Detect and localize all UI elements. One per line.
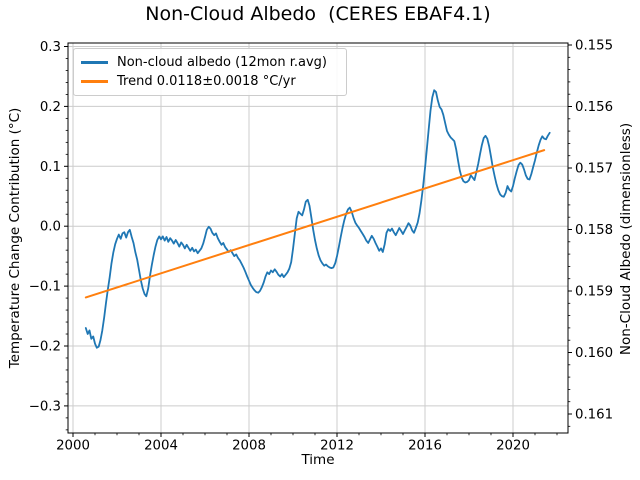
legend-label-albedo: Non-cloud albedo (12mon r.avg) bbox=[117, 55, 327, 70]
x-tick-label-2004: 2004 bbox=[144, 439, 178, 454]
legend-label-trend: Trend 0.0118±0.0018 °C/yr bbox=[117, 74, 296, 89]
trend-line bbox=[84, 149, 546, 299]
y-right-tick-label-0.156: 0.156 bbox=[575, 100, 613, 115]
x-axis-title: Time bbox=[301, 452, 335, 468]
y-left-tick-label--0.3: −0.3 bbox=[29, 399, 61, 414]
y-right-tick-label-0.161: 0.161 bbox=[575, 408, 613, 423]
y-right-tick-label-0.160: 0.160 bbox=[575, 346, 613, 361]
legend: Non-cloud albedo (12mon r.avg) Trend 0.0… bbox=[73, 48, 347, 96]
y-right-tick-label-0.157: 0.157 bbox=[575, 162, 613, 177]
y-axis-title-left: Temperature Change Contribution (°C) bbox=[7, 107, 23, 369]
x-tick-label-2012: 2012 bbox=[320, 439, 354, 454]
plot-frame bbox=[67, 42, 569, 434]
y-left-tick-label-0.1: 0.1 bbox=[40, 160, 61, 175]
albedo-series-line bbox=[84, 89, 551, 349]
legend-item-trend: Trend 0.0118±0.0018 °C/yr bbox=[81, 74, 340, 89]
legend-line-sample-orange bbox=[81, 80, 108, 83]
x-tick-label-2016: 2016 bbox=[408, 439, 442, 454]
y-right-tick-label-0.155: 0.155 bbox=[575, 39, 613, 54]
y-left-tick-label--0.1: −0.1 bbox=[29, 280, 61, 295]
y-right-tick-label-0.158: 0.158 bbox=[575, 223, 613, 238]
legend-line-sample-blue bbox=[81, 61, 108, 64]
y-right-tick-label-0.159: 0.159 bbox=[575, 285, 613, 300]
y-left-tick-label--0.2: −0.2 bbox=[29, 340, 61, 355]
y-left-tick-label-0.3: 0.3 bbox=[40, 40, 61, 55]
legend-item-albedo: Non-cloud albedo (12mon r.avg) bbox=[81, 55, 340, 70]
x-tick-label-2000: 2000 bbox=[56, 439, 90, 454]
y-left-tick-label-0.2: 0.2 bbox=[40, 100, 61, 115]
y-left-tick-label-0: 0.0 bbox=[40, 220, 61, 235]
x-tick-label-2008: 2008 bbox=[232, 439, 266, 454]
y-axis-title-right: Non-Cloud Albedo (dimensionless) bbox=[618, 122, 634, 356]
x-tick-label-2020: 2020 bbox=[496, 439, 530, 454]
chart-title: Non-Cloud Albedo (CERES EBAF4.1) bbox=[145, 3, 491, 25]
